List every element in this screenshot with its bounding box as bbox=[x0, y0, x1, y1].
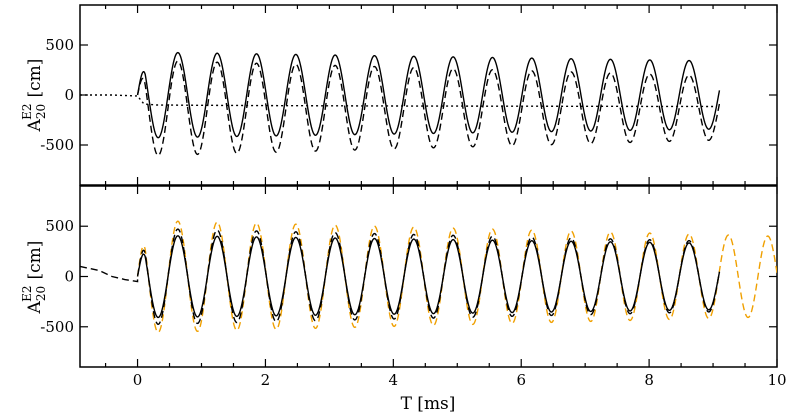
y-label-sup: E2 bbox=[20, 285, 34, 301]
x-tick-label: 10 bbox=[767, 371, 786, 389]
x-tick-label: 4 bbox=[389, 371, 399, 389]
x-tick-label: 8 bbox=[644, 371, 654, 389]
series-line-dashed bbox=[80, 228, 721, 326]
x-tick-label: 6 bbox=[516, 371, 526, 389]
x-tick-label: 0 bbox=[133, 371, 143, 389]
y-label-sup: E2 bbox=[20, 103, 34, 119]
series-line-solid bbox=[136, 235, 721, 319]
y-axis-label-bottom: A20E2 [cm] bbox=[20, 241, 48, 315]
ticks-bottom: -500 0 500 0 2 4 6 8 10 bbox=[40, 186, 787, 389]
y-label-main: A bbox=[25, 118, 45, 132]
y-tick-label: 500 bbox=[45, 217, 74, 235]
series-line-dashed-orange bbox=[136, 220, 777, 333]
chart-bottom-panel: -500 0 500 0 2 4 6 8 10 A20E2 [cm] T [ms] bbox=[20, 185, 787, 414]
series-line-solid bbox=[136, 51, 721, 139]
plot-frame-top bbox=[79, 4, 778, 186]
y-label-unit: [cm] bbox=[25, 241, 45, 280]
y-tick-label: -500 bbox=[40, 318, 74, 336]
y-tick-label: -500 bbox=[40, 136, 74, 154]
x-tick-label: 2 bbox=[261, 371, 271, 389]
y-label-sub: 20 bbox=[34, 104, 48, 119]
series-line-dotted bbox=[80, 94, 714, 108]
series-line-dashed bbox=[136, 60, 721, 157]
y-axis-label-top: A20E2 [cm] bbox=[20, 59, 48, 133]
series-group-bottom bbox=[80, 220, 777, 333]
chart-top-panel: -500 0 500 A20E2 [cm] bbox=[20, 4, 778, 186]
y-tick-label: 500 bbox=[45, 36, 74, 54]
y-label-main: A bbox=[25, 300, 45, 314]
y-tick-label: 0 bbox=[64, 268, 74, 286]
plot-frame-bottom bbox=[79, 185, 778, 368]
x-axis-label: T [ms] bbox=[401, 394, 456, 414]
y-tick-label: 0 bbox=[64, 86, 74, 104]
series-group-top bbox=[80, 51, 721, 157]
y-label-unit: [cm] bbox=[25, 59, 45, 98]
ticks-top: -500 0 500 bbox=[40, 5, 778, 185]
y-label-sub: 20 bbox=[34, 286, 48, 301]
